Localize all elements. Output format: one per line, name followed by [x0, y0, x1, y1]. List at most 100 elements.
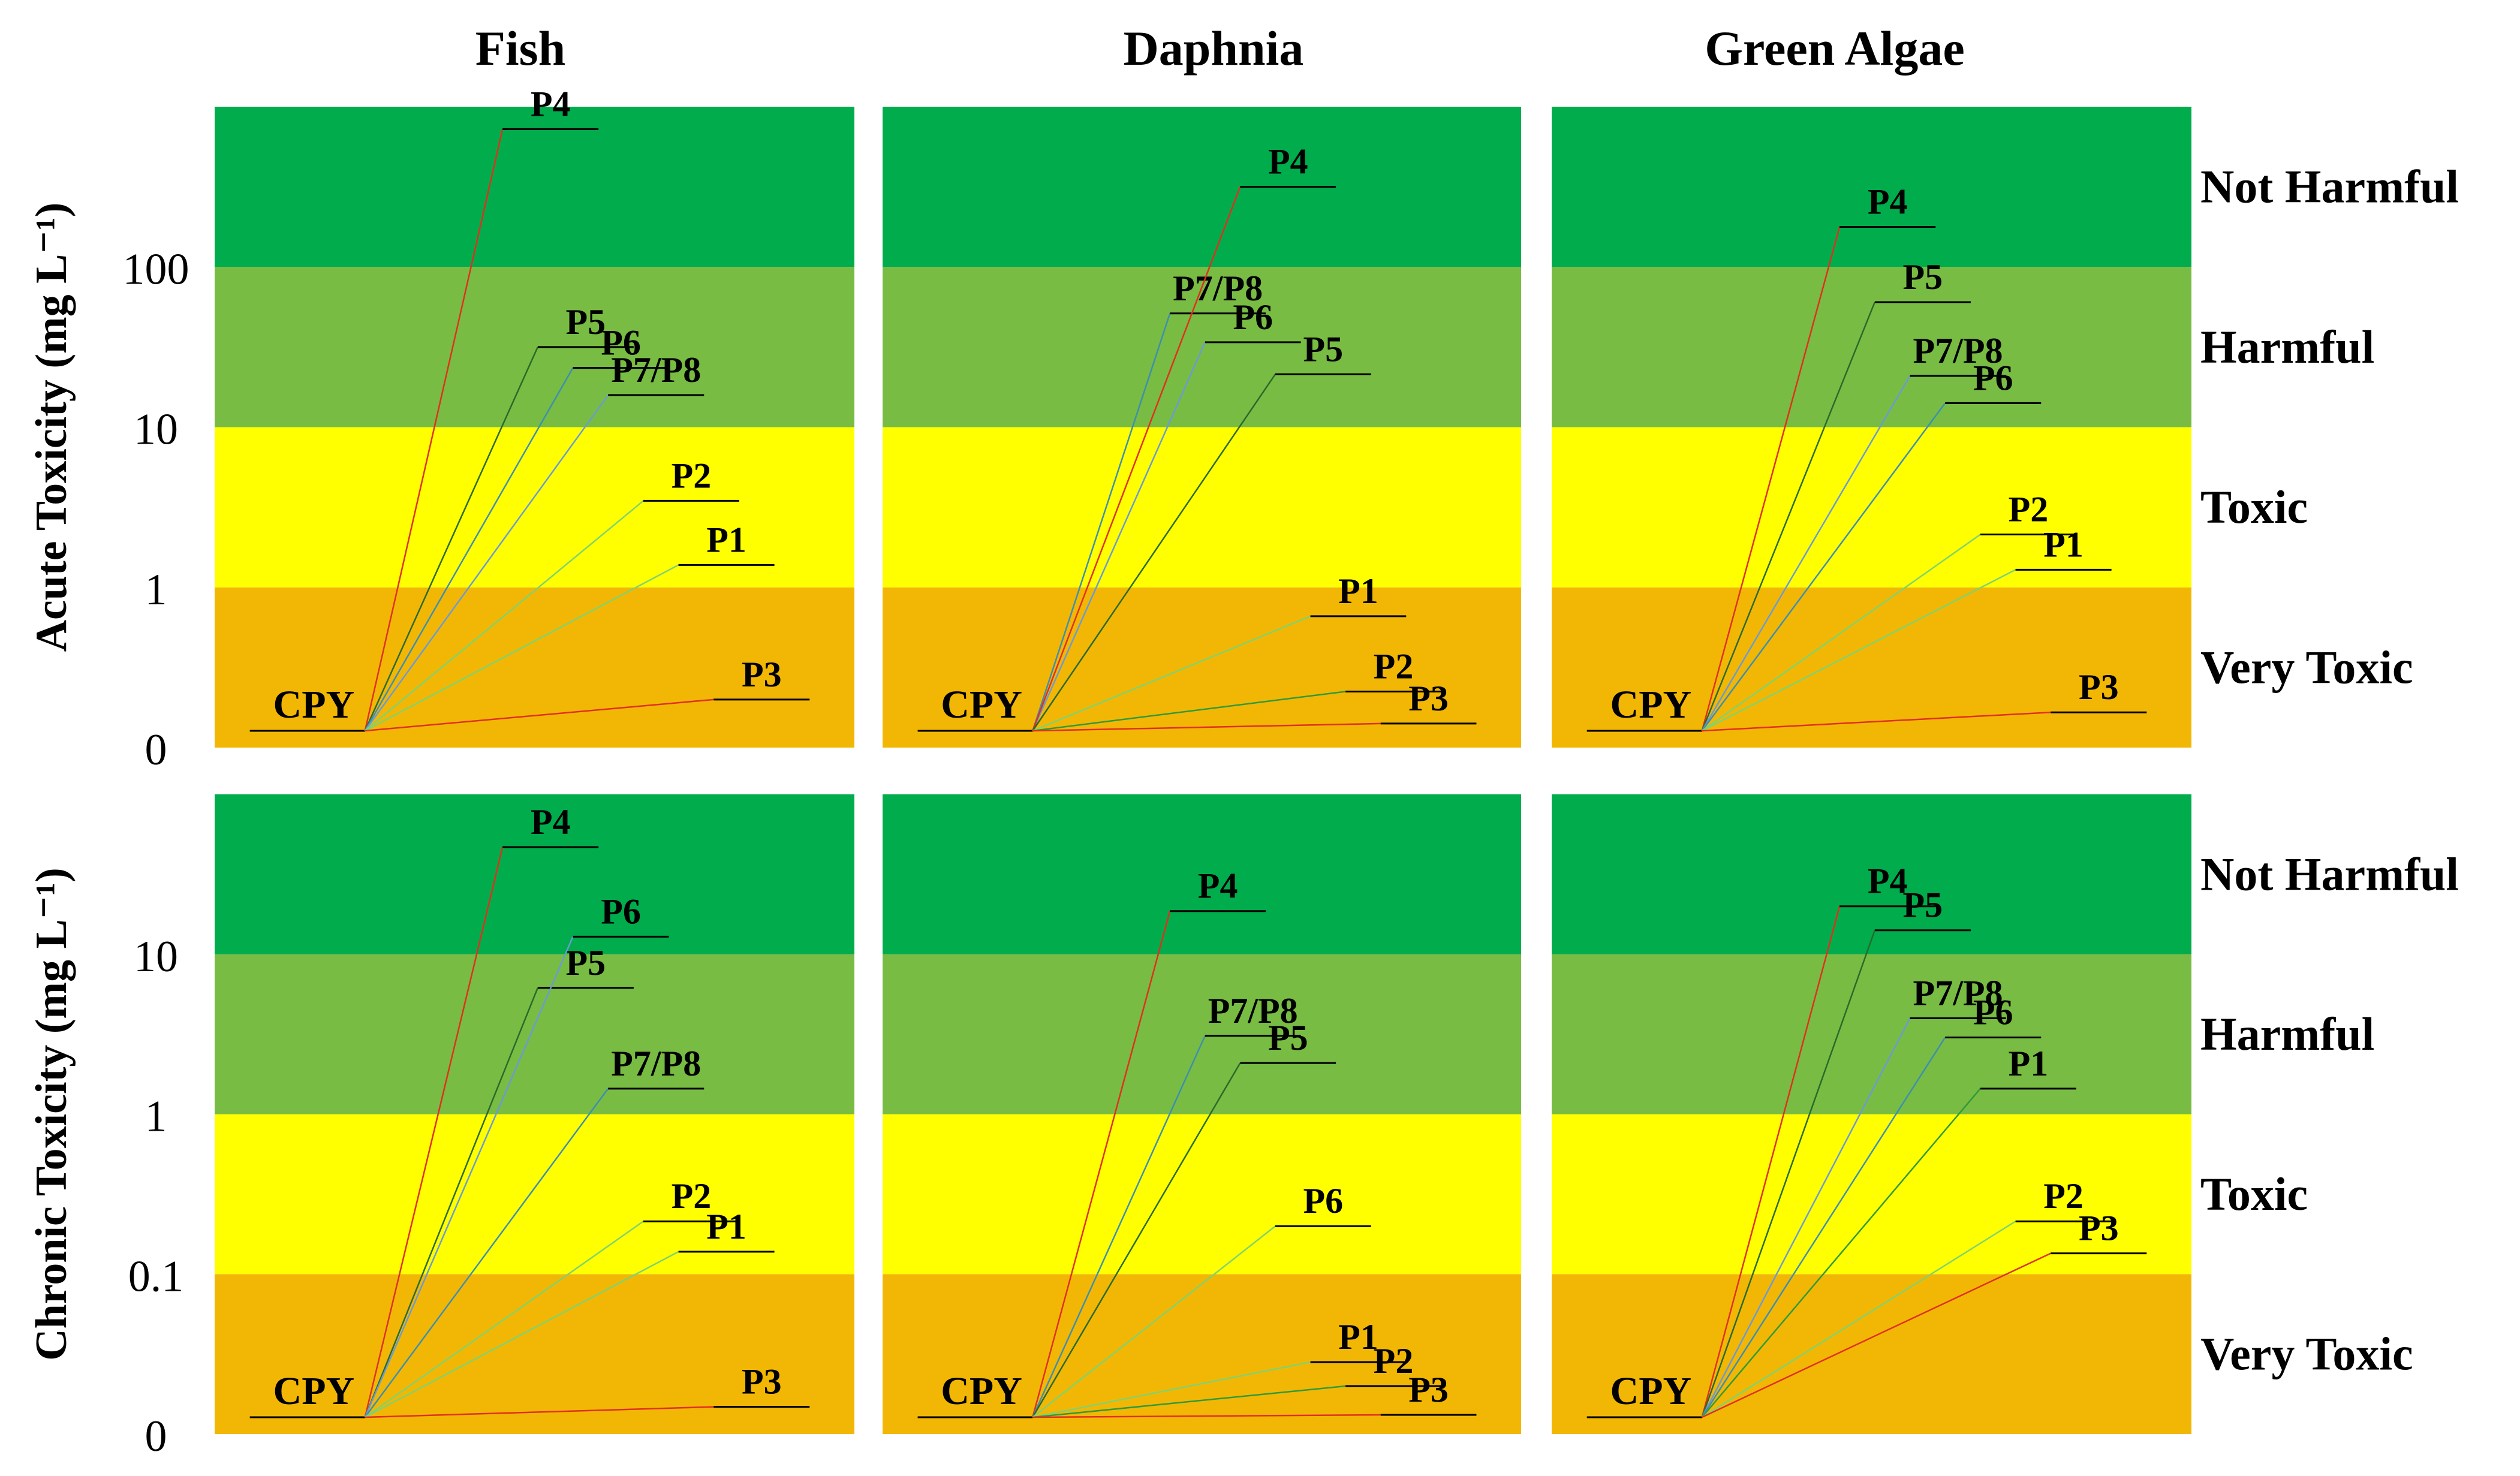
- category-label: Toxic: [2200, 1168, 2308, 1220]
- y-tick-label: 10: [134, 932, 178, 981]
- panel-1-2: [1552, 794, 2191, 1434]
- point-label: P2: [1374, 646, 1414, 686]
- y-axis-label: Acute Toxicity (mg L⁻¹): [27, 203, 76, 652]
- series-line-p4: [1032, 186, 1241, 731]
- series-line-p2: [1702, 534, 1981, 732]
- y-tick-label: 0: [145, 725, 167, 775]
- panel-0-2: [1552, 107, 2191, 748]
- band-toxic: [215, 1114, 854, 1275]
- point-label: P1: [1338, 571, 1378, 611]
- band-very-toxic: [1552, 587, 2191, 748]
- column-title: Green Algae: [1705, 21, 1964, 76]
- category-label: Very Toxic: [2200, 1328, 2413, 1380]
- cpy-label: CPY: [1610, 683, 1692, 727]
- band-very-toxic: [1552, 1274, 2191, 1434]
- point-label: P7/P8: [1913, 331, 2003, 370]
- band-toxic: [883, 427, 1521, 588]
- point-label: P6: [601, 891, 641, 931]
- point-label: P7/P8: [1208, 991, 1298, 1031]
- band-harmful: [883, 267, 1521, 427]
- point-label: P5: [1268, 1018, 1308, 1058]
- series-line-p6: [364, 936, 574, 1418]
- point-label: P4: [1868, 861, 1908, 901]
- series-line-p5: [364, 347, 538, 731]
- point-label: P4: [1268, 142, 1308, 182]
- band-toxic: [883, 1114, 1521, 1275]
- band-not-harmful: [883, 794, 1521, 954]
- band-harmful: [883, 954, 1521, 1114]
- series-line-p3: [1032, 722, 1381, 732]
- series-line-p1: [365, 564, 679, 732]
- cpy-label: CPY: [1610, 1369, 1692, 1413]
- point-label: P7/P8: [611, 350, 701, 390]
- band-not-harmful: [215, 107, 854, 267]
- band-harmful: [1552, 267, 2191, 427]
- point-label: P6: [1233, 297, 1273, 337]
- point-label: P4: [1198, 866, 1238, 906]
- band-not-harmful: [215, 794, 854, 954]
- series-line-p7-p8: [1701, 1017, 1911, 1418]
- series-line-p1: [365, 1251, 679, 1418]
- point-label: P4: [531, 802, 571, 842]
- point-label: P5: [566, 302, 606, 342]
- series-line-p4: [364, 129, 504, 731]
- category-label: Not Harmful: [2200, 848, 2459, 900]
- category-label: Harmful: [2200, 1008, 2374, 1060]
- point-label: P7/P8: [611, 1044, 701, 1083]
- series-line-p5: [1701, 302, 1875, 731]
- panel-1-1: [883, 794, 1521, 1434]
- point-label: P2: [2009, 490, 2049, 529]
- series-line-p6: [1701, 402, 1946, 731]
- series-line-p6: [1032, 1225, 1276, 1418]
- category-label: Very Toxic: [2200, 641, 2413, 693]
- band-toxic: [1552, 427, 2191, 588]
- point-label: P5: [566, 943, 606, 983]
- point-label: P2: [672, 1176, 712, 1216]
- point-label: P6: [1303, 1181, 1344, 1221]
- series-line-p3: [1032, 1414, 1381, 1418]
- point-label: P7/P8: [1173, 269, 1263, 308]
- series-line-p2: [365, 1221, 644, 1418]
- y-tick-label: 1: [145, 565, 167, 615]
- series-line-p1: [1702, 569, 2016, 732]
- point-label: P6: [1973, 992, 2013, 1032]
- cpy-label: CPY: [273, 1369, 355, 1413]
- column-title: Fish: [475, 21, 565, 76]
- series-line-p7-p8: [1032, 1035, 1206, 1418]
- point-label: P6: [601, 323, 641, 363]
- band-very-toxic: [883, 587, 1521, 748]
- series-line-p4: [1701, 906, 1841, 1418]
- band-harmful: [215, 954, 854, 1114]
- y-axis-label: Chronic Toxicity (mg L⁻¹): [27, 867, 76, 1361]
- panel-0-0: [215, 107, 854, 748]
- point-label: P2: [672, 456, 712, 495]
- series-line-p1: [1032, 1361, 1311, 1418]
- y-tick-label: 0: [145, 1412, 167, 1461]
- series-line-p5: [1032, 1062, 1241, 1418]
- point-label: P2: [1374, 1341, 1414, 1381]
- series-line-p3: [1702, 1252, 2051, 1418]
- point-label: P3: [1408, 1370, 1449, 1409]
- point-label: P2: [2043, 1176, 2084, 1216]
- series-line-p4: [364, 847, 504, 1418]
- series-line-p2: [1032, 691, 1346, 732]
- point-label: P6: [1973, 358, 2013, 397]
- point-label: P3: [742, 655, 782, 694]
- cpy-label: CPY: [941, 683, 1022, 727]
- point-label: P1: [706, 520, 746, 559]
- series-line-p4: [1032, 911, 1171, 1418]
- series-line-p7-p8: [364, 394, 609, 731]
- series-line-p3: [365, 698, 714, 732]
- series-line-p2: [1032, 1385, 1346, 1418]
- series-line-p6: [1032, 342, 1206, 731]
- series-line-p5: [1032, 373, 1276, 731]
- series-line-p2: [364, 500, 644, 731]
- point-label: P3: [742, 1362, 782, 1402]
- y-tick-label: 10: [134, 405, 178, 454]
- band-toxic: [1552, 1114, 2191, 1275]
